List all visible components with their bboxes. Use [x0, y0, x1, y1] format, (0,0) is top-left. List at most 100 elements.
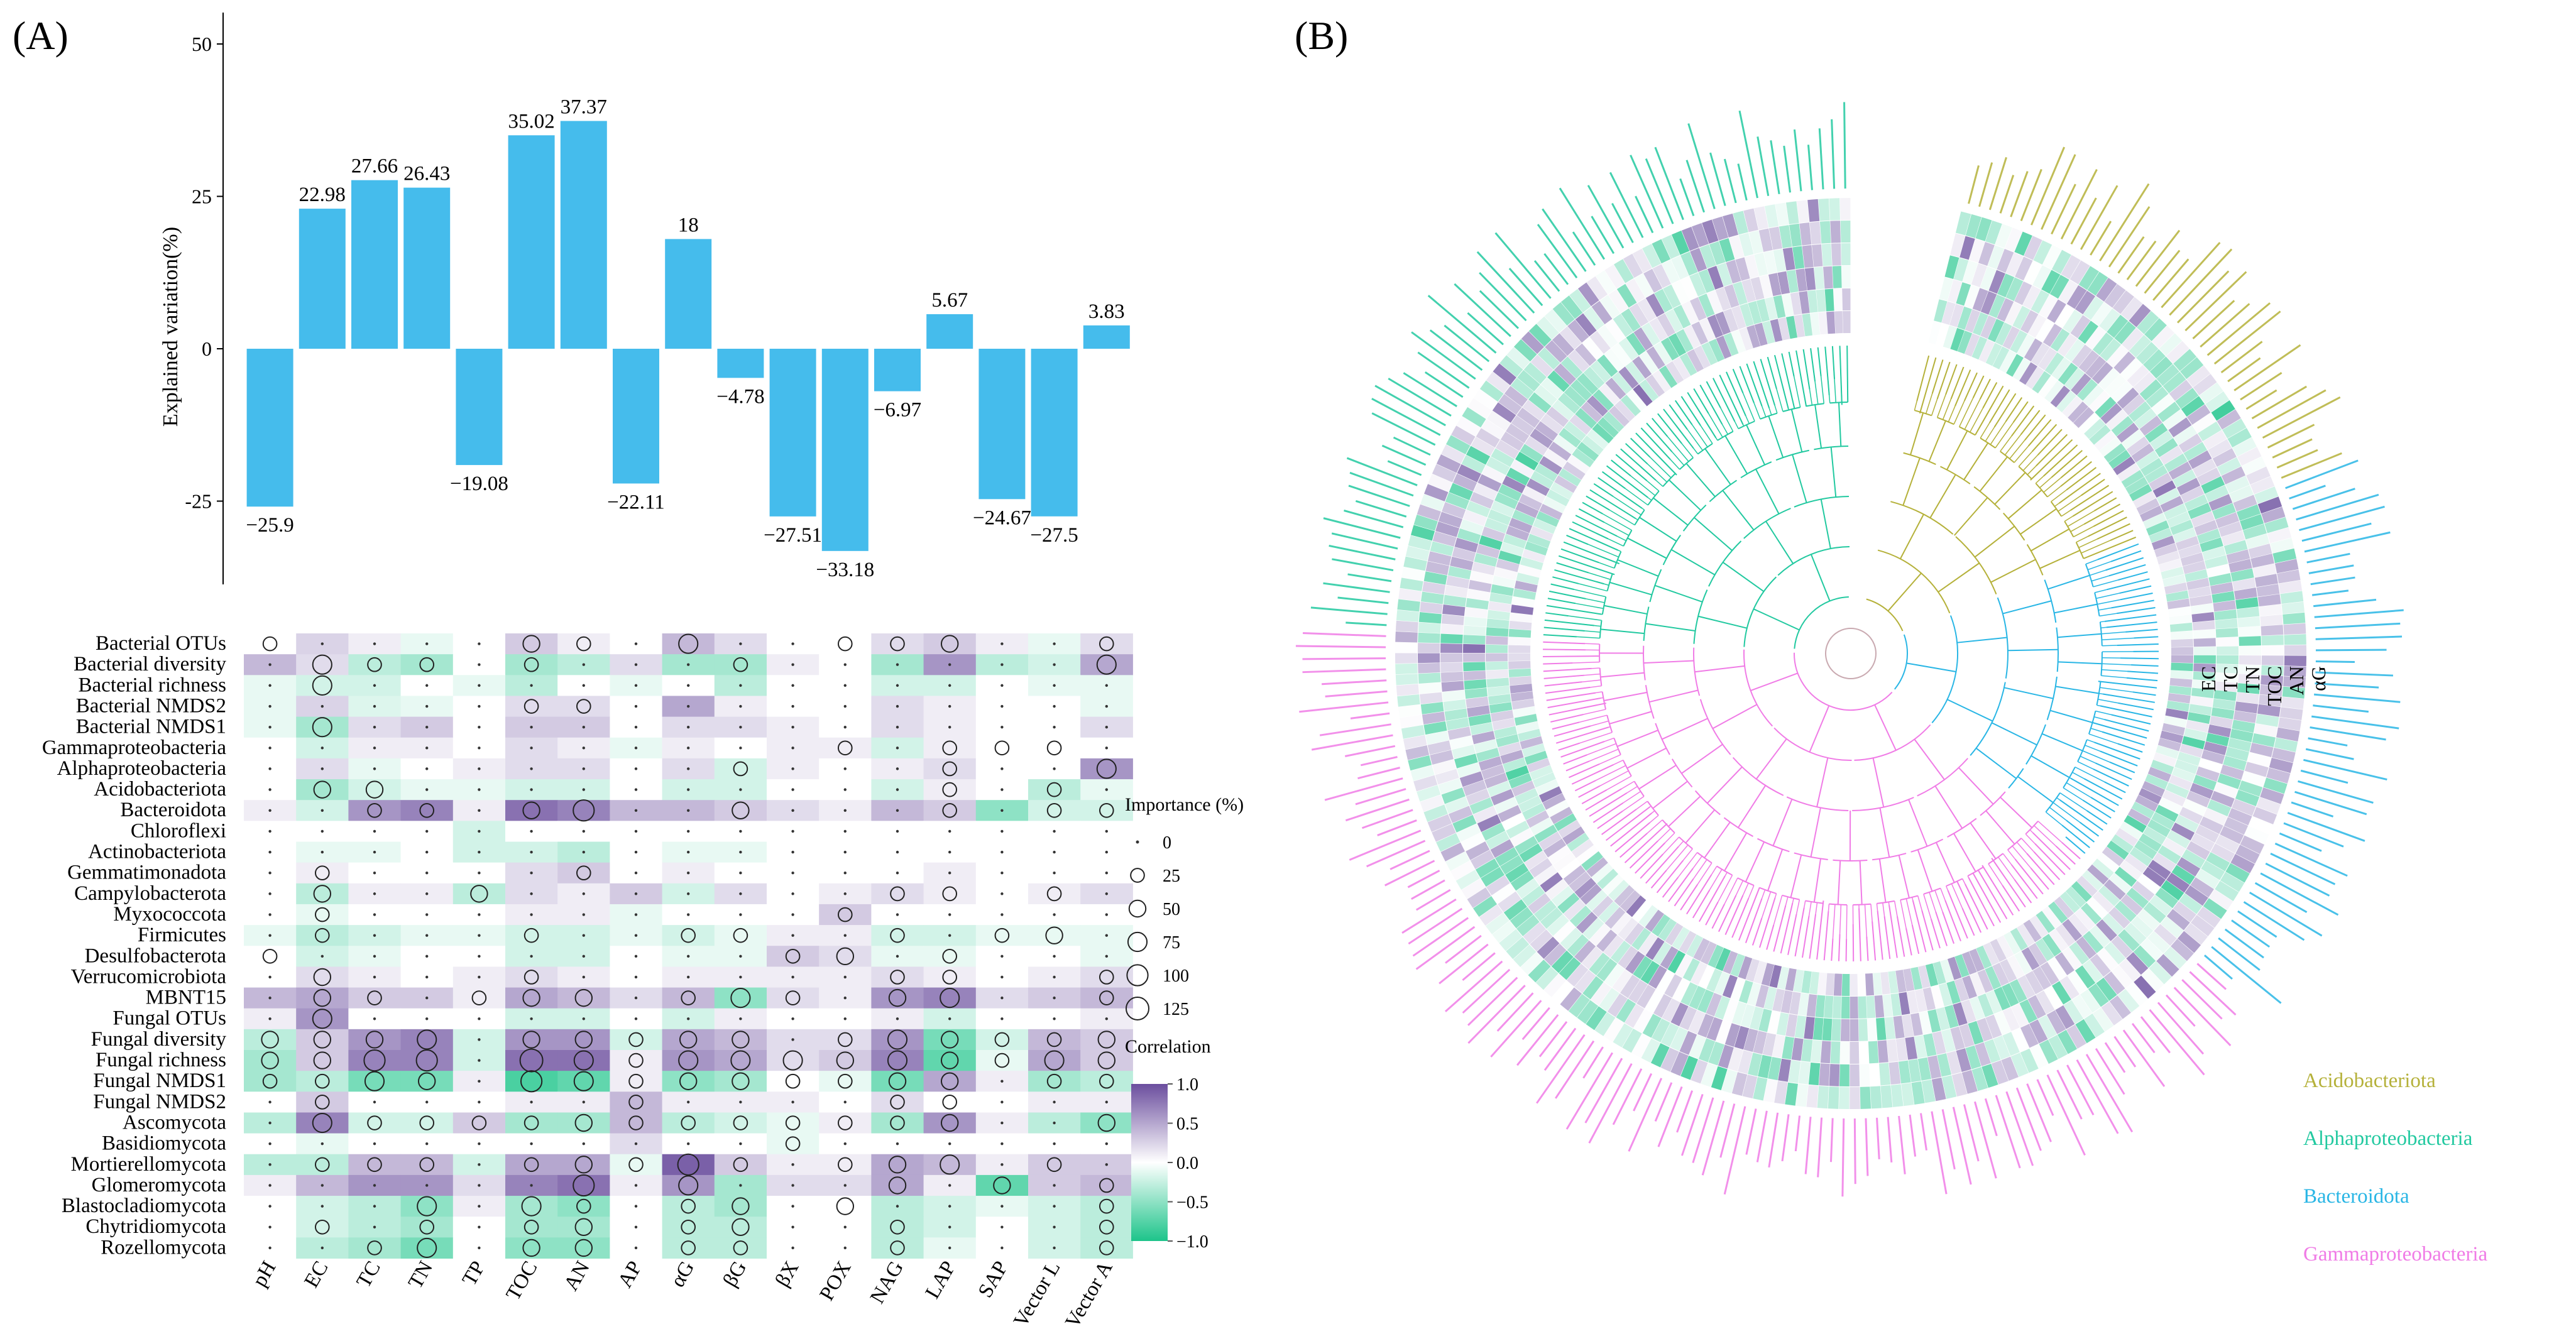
importance-dot — [896, 1142, 899, 1146]
tree-twig — [1980, 408, 1999, 439]
ring-heatmap-cell — [1690, 248, 1707, 272]
leaf-label-mark — [2144, 249, 2181, 294]
tree-twig — [1767, 380, 1778, 413]
ring-heatmap-cell — [1516, 721, 1540, 734]
ring-heatmap-cell — [1454, 537, 1479, 553]
importance-dot — [478, 913, 481, 916]
importance-dot — [634, 663, 638, 666]
importance-dot — [843, 892, 847, 895]
ring-heatmap-cell — [2036, 990, 2055, 1015]
tree-branch — [2031, 755, 2070, 779]
heatmap-cell — [1080, 1050, 1133, 1071]
leaf-label-mark — [1516, 1014, 1559, 1066]
ring-heatmap-cell — [1978, 242, 1995, 266]
tree-branch — [1685, 809, 1716, 844]
ring-heatmap-cell — [2015, 256, 2033, 281]
ring-heatmap-cell — [1955, 211, 1971, 236]
ring-heatmap-cell — [2068, 401, 2089, 423]
tree-branch — [1954, 497, 1988, 536]
tree-twig — [1765, 893, 1777, 927]
ring-heatmap-cell — [1950, 327, 1965, 351]
tree-twig — [2073, 520, 2105, 538]
tree-twig — [1636, 819, 1663, 843]
ring-heatmap-cell — [1903, 968, 1915, 992]
importance-circle — [1045, 926, 1063, 944]
ring-heatmap-cell — [1410, 525, 1435, 541]
ring-heatmap-cell — [1765, 297, 1778, 320]
importance-circle — [470, 885, 488, 903]
tree-root-arc — [1794, 652, 1893, 711]
importance-dot — [739, 788, 742, 791]
heatmap-cell — [714, 1029, 767, 1051]
importance-dot — [948, 934, 951, 937]
tree-twig — [2085, 551, 2118, 565]
ring-heatmap-cell — [2069, 260, 2090, 285]
ring-heatmap-cell — [1591, 982, 1612, 1006]
ring-heatmap-cell — [1518, 493, 1542, 511]
importance-dot — [791, 809, 794, 812]
leaf-label-mark — [2287, 812, 2365, 842]
importance-circle — [415, 1049, 438, 1072]
tree-twig — [2100, 617, 2135, 623]
ring-heatmap-cell — [2223, 817, 2249, 835]
tree-twig — [1870, 904, 1875, 939]
ring-heatmap-cell — [1981, 1063, 1998, 1088]
importance-dot — [373, 767, 376, 770]
tree-branch — [1790, 409, 1803, 452]
importance-circle — [523, 657, 539, 672]
tree-leaf-branch — [1578, 785, 1601, 798]
ring-heatmap-cell — [2133, 372, 2156, 394]
tree-arc — [1814, 446, 1849, 451]
leaf-label-mark — [1389, 850, 1430, 870]
ring-heatmap-cell — [1654, 288, 1673, 313]
ring-heatmap-cell — [2257, 594, 2281, 607]
leaf-label-mark — [2060, 169, 2098, 239]
tree-arc — [1645, 685, 1655, 719]
ring-heatmap-cell — [2277, 717, 2302, 731]
ring-heatmap-cell — [2181, 736, 2205, 750]
heatmap-row-label: Glomeromycota — [92, 1174, 227, 1196]
ring-heatmap-cell — [2281, 696, 2305, 709]
importance-circle — [994, 1053, 1010, 1068]
ring-heatmap-cell — [1640, 961, 1660, 984]
ring-heatmap-cell — [2283, 612, 2306, 625]
leaf-label-mark — [1344, 745, 1396, 757]
ring-heatmap-cell — [2100, 338, 2122, 361]
ring-heatmap-cell — [1954, 954, 1970, 978]
heatmap-row-label: Myxococcota — [113, 903, 226, 926]
tree-twig — [1812, 902, 1818, 938]
ring-heatmap-cell — [2032, 265, 2051, 290]
tree-arc — [1917, 758, 1969, 797]
tree-twig — [1570, 595, 1605, 603]
ring-heatmap-cell — [1698, 269, 1715, 293]
ring-heatmap-cell — [2011, 1027, 2029, 1053]
leaf-label-mark — [2169, 248, 2233, 316]
importance-dot — [425, 934, 429, 937]
importance-dot — [373, 1225, 376, 1228]
ring-heatmap-cell — [1575, 408, 1597, 429]
ring-heatmap-cell — [2071, 373, 2091, 396]
ring-heatmap-cell — [1603, 411, 1625, 432]
tree-branch — [1670, 549, 1716, 576]
importance-circle — [314, 1157, 330, 1173]
tree-leaf-branch — [2117, 743, 2143, 753]
importance-dot — [1000, 829, 1004, 833]
ring-heatmap-cell — [1987, 245, 2005, 270]
ring-heatmap-cell — [1777, 966, 1789, 990]
importance-dot — [1053, 913, 1056, 916]
leaf-label-mark — [2227, 357, 2261, 383]
ring-heatmap-cell — [1560, 295, 1583, 319]
importance-dot — [687, 913, 690, 916]
importance-dot — [478, 1038, 481, 1041]
importance-circle — [367, 802, 382, 818]
ring-heatmap-cell — [1708, 339, 1725, 362]
ring-heatmap-cell — [1668, 333, 1687, 357]
leaf-label-mark — [2240, 371, 2283, 401]
importance-dot — [739, 1184, 742, 1187]
ring-heatmap-cell — [1756, 298, 1770, 322]
heatmap-cell — [871, 1154, 924, 1176]
importance-dot — [634, 1017, 638, 1020]
leaf-label-mark — [1322, 679, 1387, 686]
ring-heatmap-cell — [1444, 708, 1468, 721]
panel-a-label: (A) — [13, 13, 69, 58]
